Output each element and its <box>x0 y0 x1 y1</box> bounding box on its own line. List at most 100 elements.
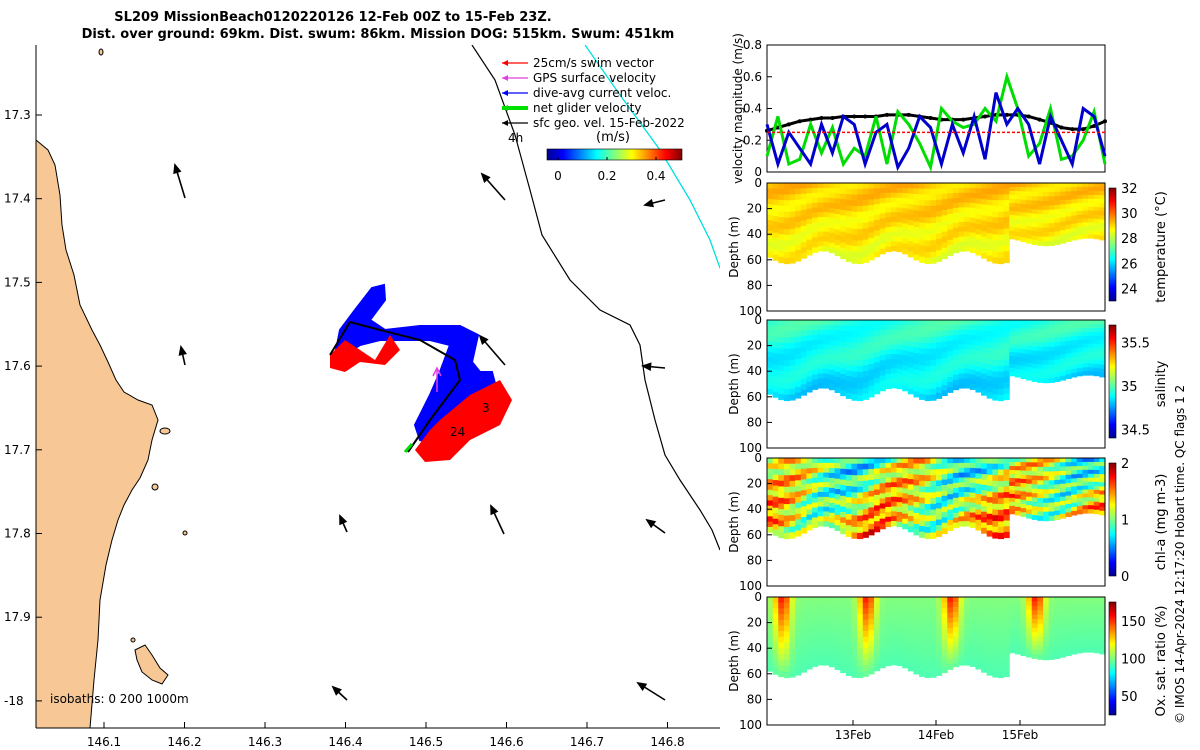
heatmap-cell <box>1099 324 1106 329</box>
heatmap-cell <box>1088 186 1095 192</box>
heatmap-cell <box>1054 510 1061 516</box>
heatmap-cell <box>795 641 802 648</box>
heatmap-cell <box>823 368 830 375</box>
heatmap-cell <box>1037 351 1044 357</box>
heatmap-cell <box>1059 509 1067 515</box>
heatmap-cell <box>800 463 807 470</box>
heatmap-cell <box>964 516 971 522</box>
heatmap-cell <box>997 498 1005 505</box>
heatmap-cell <box>919 492 926 499</box>
heatmap-cell <box>958 212 965 218</box>
heatmap-cell <box>806 663 813 670</box>
heatmap-cell <box>874 335 881 342</box>
heatmap-cell <box>1020 613 1027 619</box>
heatmap-cell <box>834 224 841 231</box>
heatmap-cell <box>1088 509 1095 514</box>
heatmap-cell <box>1054 636 1061 642</box>
heatmap-cell <box>930 509 937 516</box>
heatmap-cell <box>840 204 847 211</box>
heatmap-cell <box>902 468 909 474</box>
heatmap-cell <box>789 194 796 201</box>
heatmap-cell <box>1020 478 1027 484</box>
heatmap-cell <box>907 515 914 522</box>
heatmap-cell <box>1003 665 1010 672</box>
heatmap-cell <box>919 514 926 521</box>
heatmap-cell <box>1048 346 1055 352</box>
heatmap-cell <box>862 497 869 504</box>
x-tick-label: 15Feb <box>1002 728 1039 742</box>
heatmap-cell <box>964 487 971 493</box>
heatmap-cell <box>857 532 864 540</box>
heatmap-cell <box>958 339 965 345</box>
heatmap-cell <box>1088 632 1095 637</box>
heatmap-cell <box>930 458 937 465</box>
heatmap-cell <box>862 251 869 258</box>
heatmap-cell <box>789 240 796 247</box>
heatmap-cell <box>1099 235 1106 241</box>
heatmap-cell <box>1003 514 1010 522</box>
heatmap-cell <box>952 192 960 199</box>
heatmap-cell <box>1026 238 1033 244</box>
heatmap-cell <box>817 511 824 517</box>
heatmap-cell <box>1099 470 1106 475</box>
heatmap-cell <box>862 659 869 666</box>
velocity-point <box>819 116 824 121</box>
heatmap-cell <box>919 376 926 383</box>
heatmap-cell <box>823 183 830 189</box>
heatmap-cell <box>783 602 791 610</box>
heatmap-cell <box>941 183 948 189</box>
heatmap-cell <box>981 357 988 364</box>
heatmap-cell <box>828 522 836 529</box>
heatmap-y-tick-label: 0 <box>754 313 762 327</box>
heatmap-cell <box>817 621 824 627</box>
heatmap-cell <box>902 458 909 464</box>
heatmap-cell <box>1048 466 1055 472</box>
heatmap-cell <box>806 504 813 510</box>
heatmap-cell <box>907 660 914 667</box>
heatmap-cell <box>828 339 836 346</box>
heatmap-cell <box>952 232 960 239</box>
heatmap-cell <box>1009 331 1016 337</box>
heatmap-cell <box>1031 479 1038 485</box>
heatmap-cell <box>1009 628 1016 634</box>
heatmap-cell <box>941 373 948 380</box>
heatmap-cell <box>986 227 993 234</box>
heatmap-cell <box>772 331 779 338</box>
heatmap-cell <box>913 657 920 664</box>
heatmap-cell <box>1031 226 1038 232</box>
heatmap-cell <box>986 392 993 399</box>
heatmap-cell <box>778 475 785 482</box>
heatmap-cell <box>964 606 971 613</box>
heatmap-colorbar-tick-label: 34.5 <box>1121 423 1150 438</box>
heatmap-cell <box>840 501 847 508</box>
heatmap-cell <box>1076 597 1083 602</box>
heatmap-cell <box>930 234 937 241</box>
heatmap-cell <box>1082 620 1089 626</box>
heatmap-cell <box>1065 199 1072 205</box>
heatmap-cell <box>981 247 988 254</box>
heatmap-cell <box>1020 609 1027 615</box>
heatmap-cell <box>1054 341 1061 347</box>
heatmap-cell <box>840 506 847 513</box>
heatmap-cell <box>857 211 864 219</box>
heatmap-cell <box>868 374 875 381</box>
heatmap-cell <box>885 616 892 623</box>
velocity-series-line <box>765 92 1107 172</box>
heatmap-cell <box>812 359 819 366</box>
heatmap-cell <box>924 458 931 465</box>
heatmap-cell <box>1031 645 1038 651</box>
heatmap-cell <box>795 249 802 256</box>
heatmap-cell <box>1043 355 1050 361</box>
heatmap-cell <box>851 223 858 230</box>
heatmap-cell <box>789 251 796 258</box>
heatmap-cell <box>1071 356 1078 362</box>
heatmap-cell <box>902 597 909 603</box>
heatmap-cell <box>997 206 1005 213</box>
heatmap-cell <box>1088 604 1095 610</box>
heatmap-cell <box>902 335 909 341</box>
heatmap-cell <box>1076 493 1083 499</box>
heatmap-cell <box>1093 497 1100 503</box>
heatmap-cell <box>806 468 813 474</box>
heatmap-cell <box>772 663 779 670</box>
